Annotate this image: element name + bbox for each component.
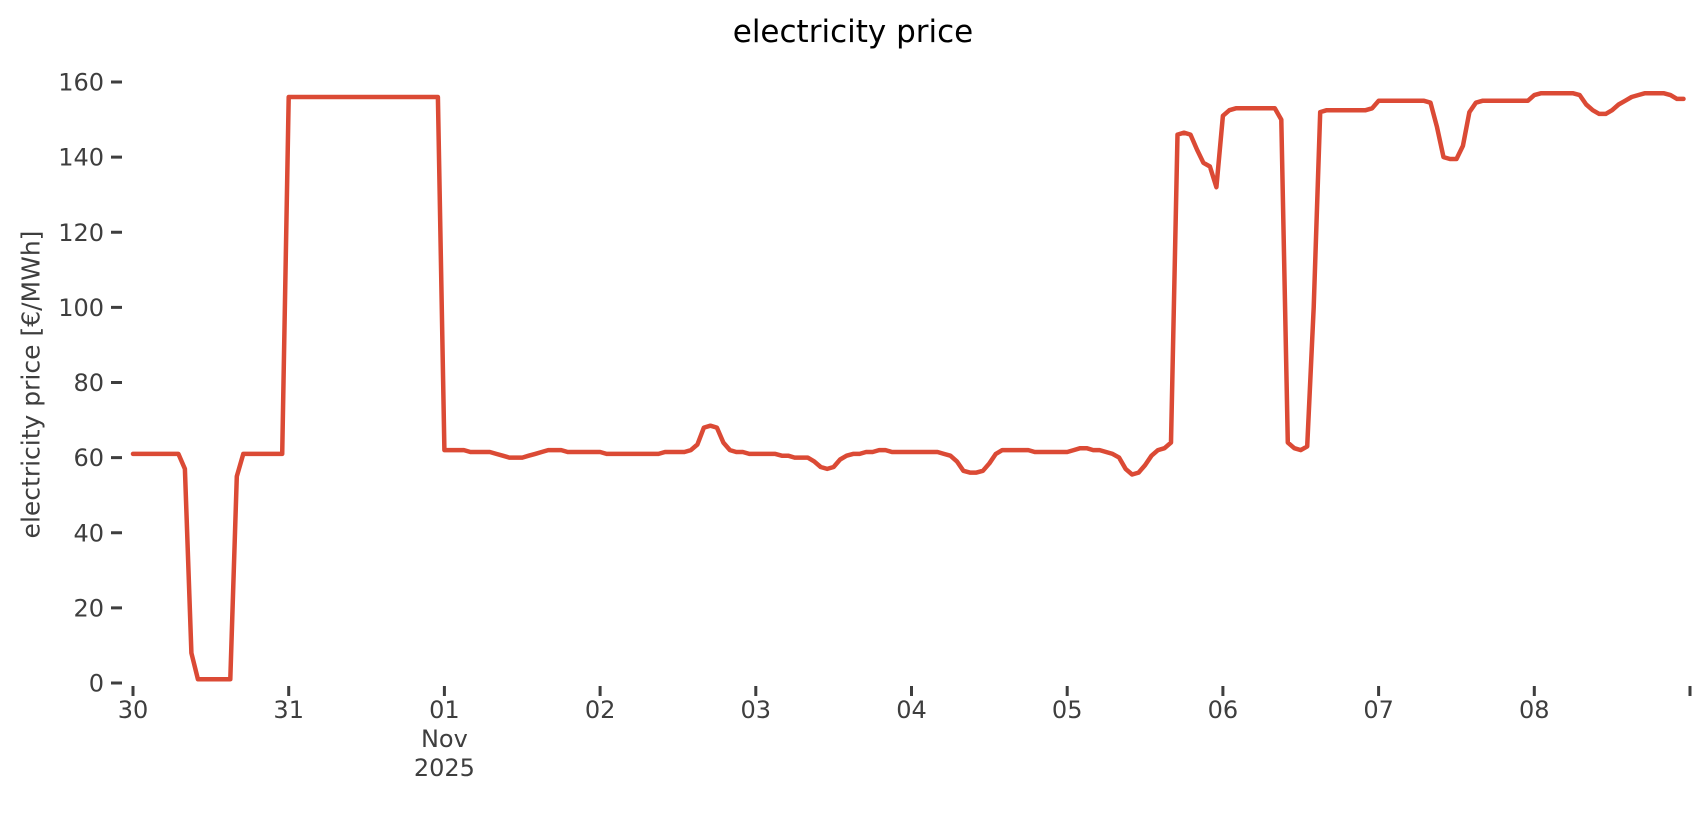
price-line: [130, 91, 1686, 682]
x-tick-label: 03: [741, 696, 772, 724]
x-tick-label: 31: [273, 696, 304, 724]
x-tick-label: 01: [429, 696, 460, 724]
x-tick-label: 30: [118, 696, 149, 724]
y-tick-label: 0: [89, 670, 104, 698]
chart-title: electricity price: [732, 14, 974, 50]
y-tick-label: 160: [58, 69, 104, 97]
x-tick-label: 02: [585, 696, 616, 724]
y-tick-label: 120: [58, 219, 104, 247]
x-tick-label: 04: [896, 696, 927, 724]
x-tick-label: 07: [1363, 696, 1394, 724]
y-tick-label: 140: [58, 144, 104, 172]
y-tick-label: 60: [73, 444, 104, 472]
y-tick-label: 20: [73, 594, 104, 622]
y-tick-label: 100: [58, 294, 104, 322]
y-tick-label: 40: [73, 519, 104, 547]
x-axis-year-label: 2025: [414, 754, 475, 782]
x-axis-month-label: Nov: [421, 725, 468, 753]
y-tick-label: 80: [73, 369, 104, 397]
x-tick-label: 06: [1208, 696, 1239, 724]
x-tick-label: 05: [1052, 696, 1083, 724]
x-tick-label: 08: [1519, 696, 1550, 724]
